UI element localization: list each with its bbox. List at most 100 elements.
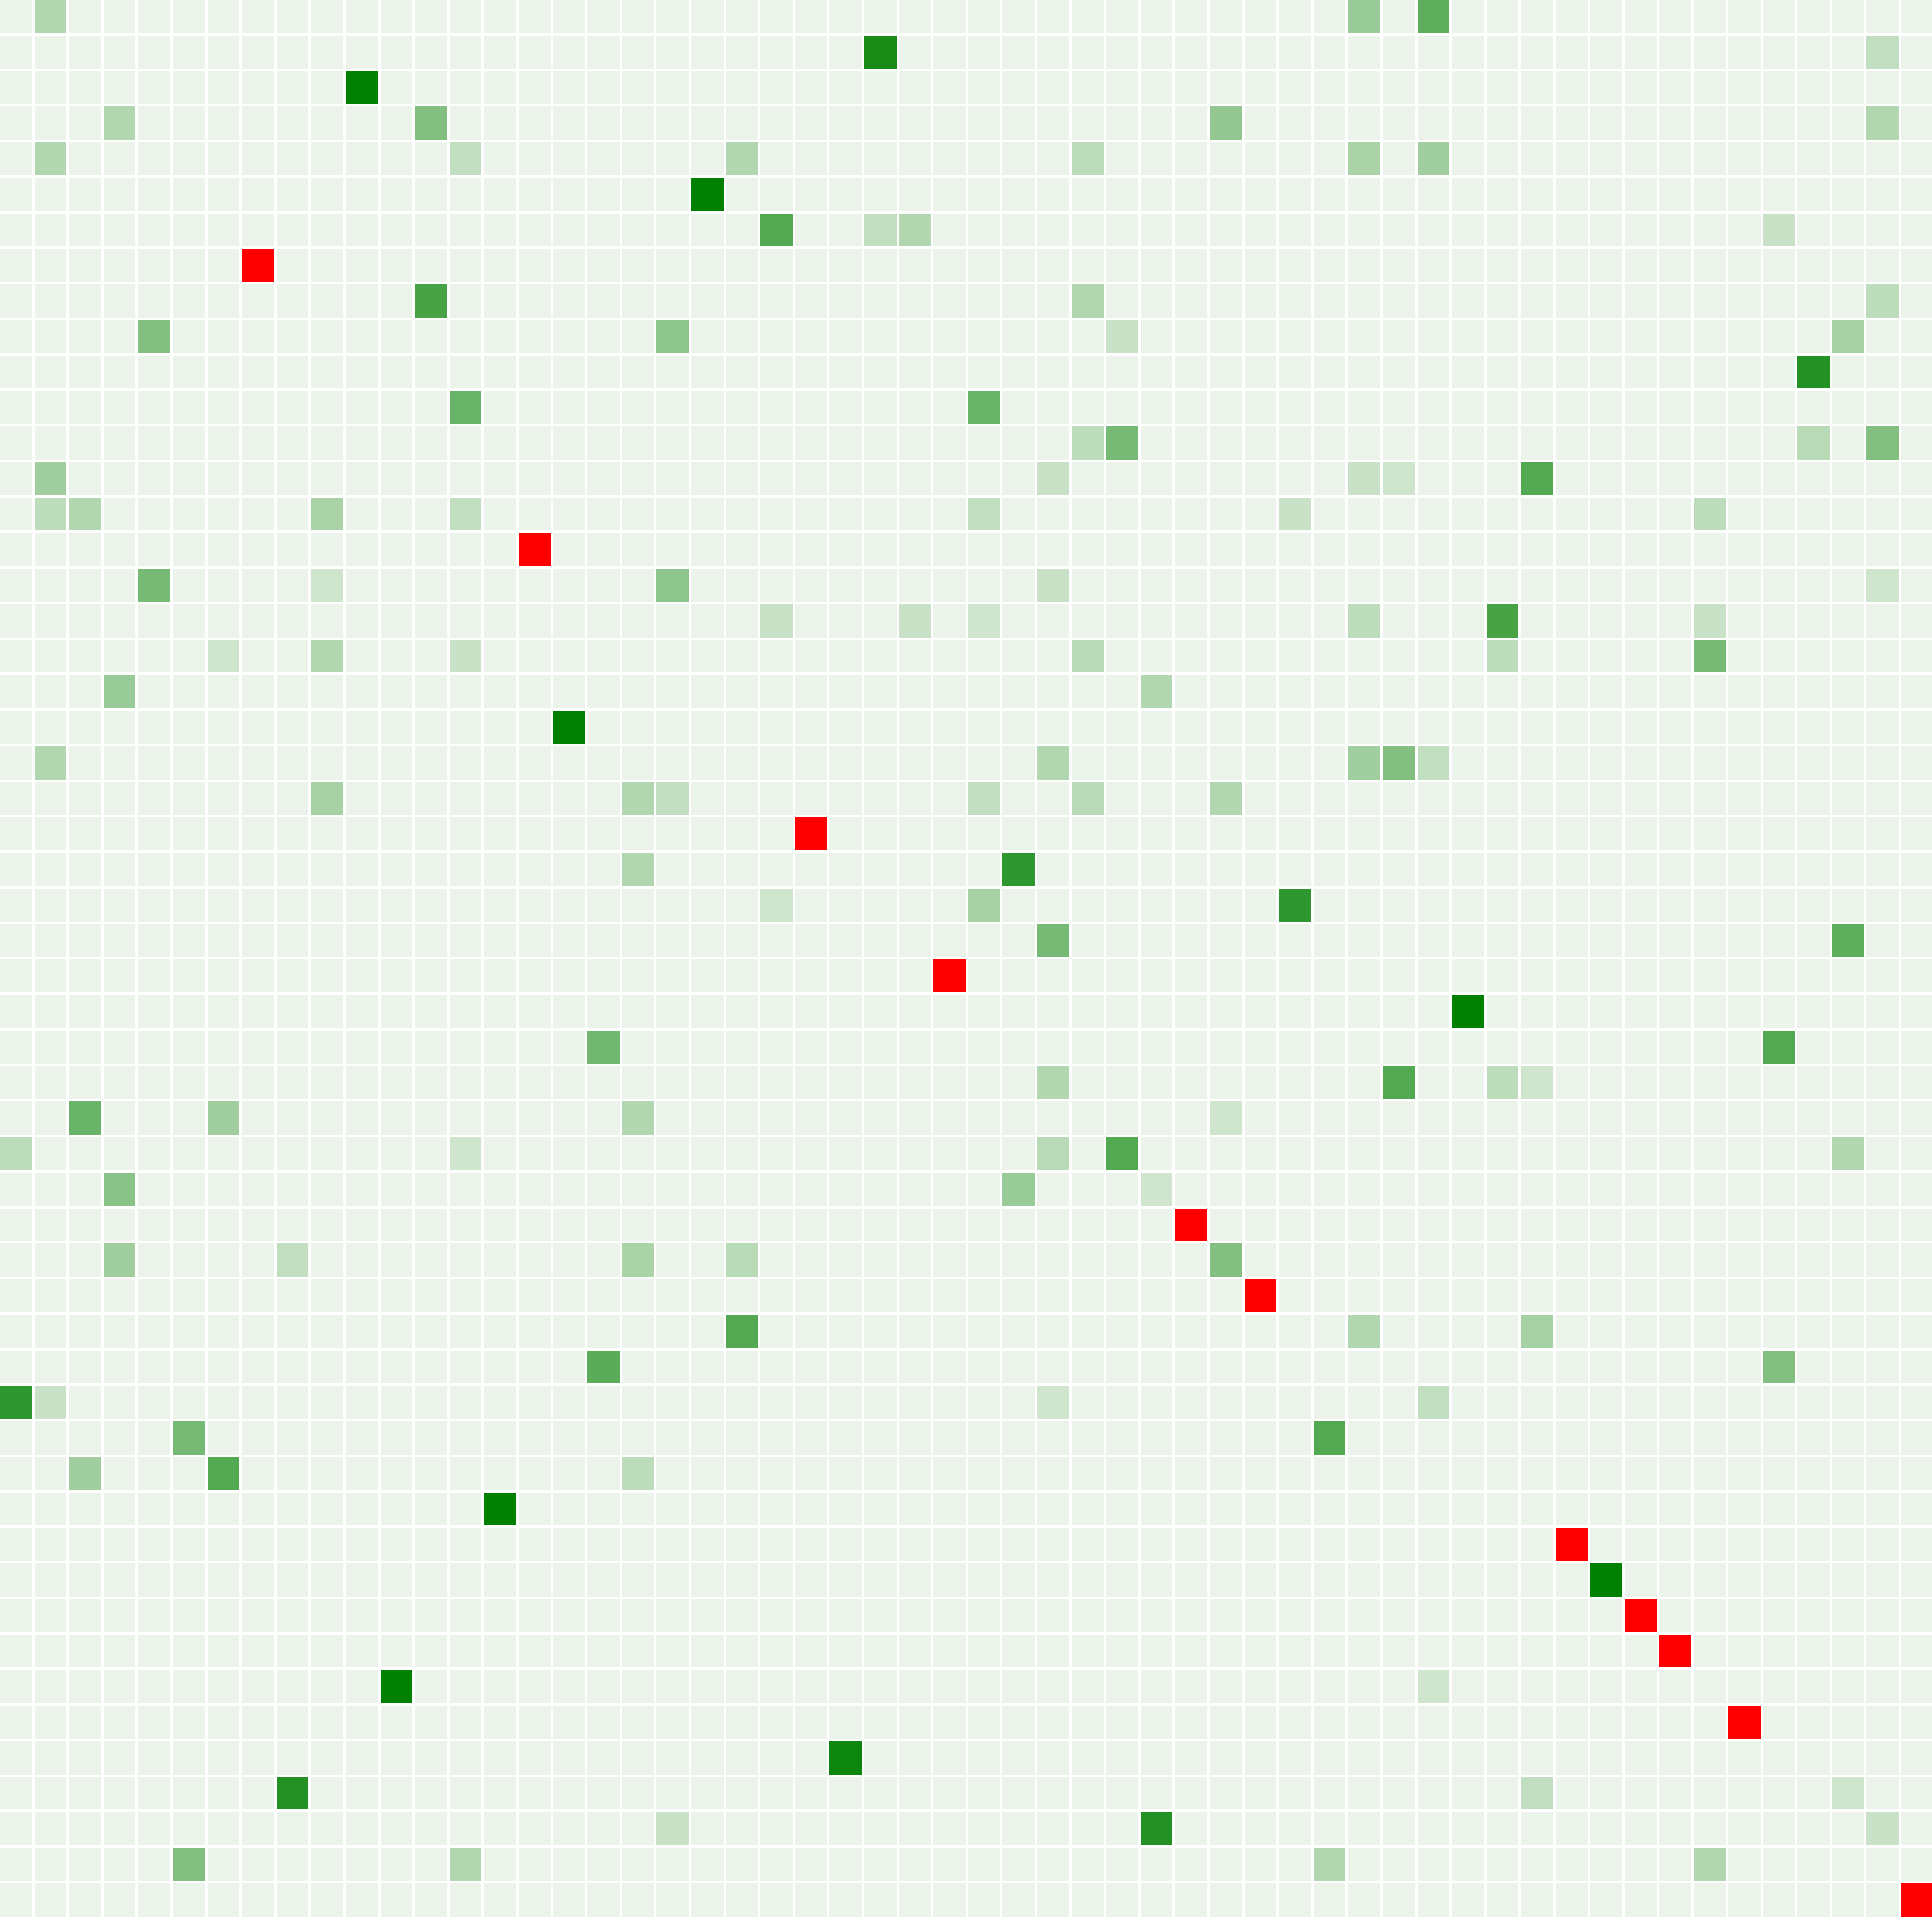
heatmap-cell [1694, 426, 1726, 460]
heatmap-cell [346, 817, 378, 850]
heatmap-cell [1521, 320, 1553, 353]
heatmap-cell [484, 1315, 516, 1348]
heatmap-cell [1866, 604, 1899, 638]
heatmap-cell [795, 498, 827, 530]
heatmap-cell [1037, 71, 1069, 104]
heatmap-cell [1210, 178, 1242, 211]
heatmap-cell [933, 1457, 966, 1490]
heatmap-cell [899, 1386, 931, 1419]
heatmap-cell [899, 1031, 931, 1064]
heatmap-cell [519, 1279, 551, 1312]
heatmap-cell [691, 214, 724, 246]
heatmap-cell [1037, 1279, 1069, 1312]
heatmap-cell [691, 1137, 724, 1170]
heatmap-cell [69, 1848, 101, 1881]
heatmap-cell [1797, 106, 1830, 140]
heatmap-cell [1866, 1706, 1899, 1739]
heatmap-cell [1141, 1066, 1172, 1099]
heatmap-cell [1175, 71, 1207, 104]
heatmap-cell [69, 782, 101, 815]
heatmap-cell [587, 320, 620, 353]
heatmap-cell [1797, 959, 1830, 992]
heatmap-cell [1728, 1315, 1761, 1348]
heatmap-cell [1487, 71, 1518, 104]
heatmap-cell [450, 782, 481, 815]
heatmap-cell [104, 1599, 135, 1632]
heatmap-cell [1348, 1386, 1380, 1419]
heatmap-cell [1763, 569, 1795, 602]
heatmap-cell [450, 462, 481, 495]
heatmap-cell [415, 36, 447, 69]
heatmap-cell [138, 1351, 170, 1383]
heatmap-cell [1866, 1777, 1899, 1809]
heatmap-cell [381, 1137, 412, 1170]
heatmap-cell [1832, 1031, 1864, 1064]
heatmap-cell [242, 1777, 274, 1809]
heatmap-cell [1175, 959, 1207, 992]
heatmap-cell [35, 1493, 66, 1525]
heatmap-cell [587, 533, 620, 566]
heatmap-cell [760, 640, 793, 672]
heatmap-cell [691, 924, 724, 957]
heatmap-cell [1556, 498, 1588, 530]
heatmap-cell [415, 1066, 447, 1099]
heatmap-cell [1452, 640, 1484, 672]
heatmap-cell [1625, 1351, 1657, 1383]
heatmap-cell [1625, 1848, 1657, 1881]
heatmap-cell [415, 675, 447, 708]
heatmap-cell [277, 1279, 308, 1312]
heatmap-cell [1002, 1848, 1035, 1881]
heatmap-cell [1452, 1066, 1484, 1099]
heatmap-cell [1175, 1670, 1207, 1703]
heatmap-cell [519, 462, 551, 495]
heatmap-cell [1521, 604, 1553, 638]
heatmap-cell [1072, 1528, 1104, 1561]
heatmap-cell [587, 498, 620, 530]
heatmap-cell [691, 1493, 724, 1525]
heatmap-cell [1832, 1457, 1864, 1490]
heatmap-cell [1383, 142, 1415, 175]
heatmap-cell [1314, 0, 1345, 33]
heatmap-cell [1590, 498, 1622, 530]
heatmap-cell [0, 1528, 32, 1561]
heatmap-cell [968, 711, 1000, 744]
heatmap-cell [311, 106, 343, 140]
heatmap-cell [208, 924, 239, 957]
heatmap-cell [104, 249, 135, 282]
heatmap-cell [1106, 1848, 1138, 1881]
heatmap-cell [0, 284, 32, 318]
heatmap-cell [311, 1243, 343, 1277]
heatmap-cell [656, 106, 689, 140]
heatmap-cell [208, 995, 239, 1028]
heatmap-cell [1314, 356, 1345, 388]
heatmap-cell [415, 1706, 447, 1739]
heatmap-cell [1659, 1031, 1691, 1064]
heatmap-cell [1141, 1563, 1172, 1597]
heatmap-cell [104, 178, 135, 211]
heatmap-cell [242, 142, 274, 175]
heatmap-cell [795, 462, 827, 495]
heatmap-cell [1659, 782, 1691, 815]
heatmap-cell [1141, 214, 1172, 246]
heatmap-cell [726, 533, 758, 566]
heatmap-cell [829, 1635, 862, 1667]
heatmap-cell [104, 782, 135, 815]
heatmap-cell [173, 889, 205, 922]
heatmap-cell [450, 1421, 481, 1455]
heatmap-cell [381, 1848, 412, 1881]
heatmap-cell [829, 959, 862, 992]
heatmap-cell [1797, 1137, 1830, 1170]
heatmap-cell [1037, 995, 1069, 1028]
heatmap-cell [726, 214, 758, 246]
heatmap-cell [277, 1243, 308, 1277]
heatmap-cell [968, 214, 1000, 246]
heatmap-cell [415, 214, 447, 246]
heatmap-cell [1279, 1173, 1311, 1206]
heatmap-cell [1383, 533, 1415, 566]
heatmap-cell [553, 356, 585, 388]
heatmap-cell [1452, 1173, 1484, 1206]
heatmap-cell [933, 1421, 966, 1455]
heatmap-cell [311, 675, 343, 708]
heatmap-cell [1487, 746, 1518, 780]
heatmap-cell [1210, 1031, 1242, 1064]
